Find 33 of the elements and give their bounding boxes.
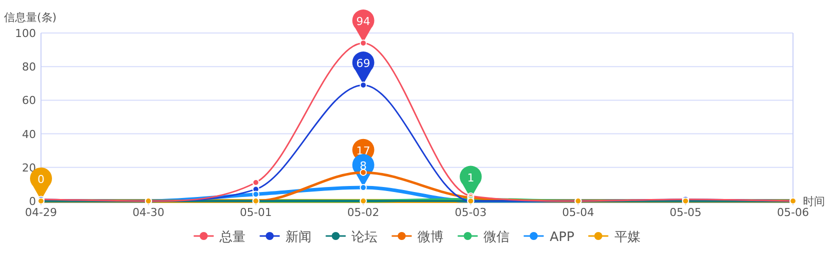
legend-label: 微博: [418, 230, 444, 245]
x-tick-label: 05-02: [347, 206, 380, 219]
point: [360, 40, 367, 47]
x-tick-label: 05-06: [777, 206, 809, 219]
y-tick-label: 40: [22, 128, 36, 141]
annotation: 8: [360, 160, 367, 173]
legend-label: 论坛: [352, 230, 378, 245]
x-tick-label: 05-01: [240, 206, 272, 219]
legend-label: 新闻: [286, 230, 312, 245]
x-tick-label: 05-05: [670, 206, 702, 219]
annotation: 69: [356, 57, 370, 70]
y-axis-title: 信息量(条): [4, 11, 57, 24]
x-tick-label: 04-29: [25, 206, 57, 219]
legend-label: APP: [550, 230, 574, 245]
x-axis-title: 时间: [803, 195, 825, 208]
x-tick-label: 05-03: [454, 206, 487, 219]
legend-label: 微信: [484, 230, 510, 245]
legend-label: 总量: [218, 230, 246, 245]
annotation: 17: [356, 144, 370, 158]
y-tick-label: 0: [29, 195, 36, 208]
point: [360, 168, 367, 176]
y-tick-label: 60: [22, 94, 36, 108]
point: [360, 82, 367, 89]
y-tick-label: 100: [15, 27, 36, 40]
legend-label: 平媒: [614, 230, 640, 245]
x-tick-label: 05-04: [562, 206, 594, 219]
point: [252, 190, 260, 198]
annotation: 1: [467, 171, 474, 184]
y-tick-label: 20: [22, 161, 36, 174]
annotation: 94: [356, 15, 370, 28]
x-tick-label: 04-30: [132, 206, 164, 219]
y-tick-label: 80: [22, 60, 36, 74]
annotation: 0: [38, 173, 44, 186]
